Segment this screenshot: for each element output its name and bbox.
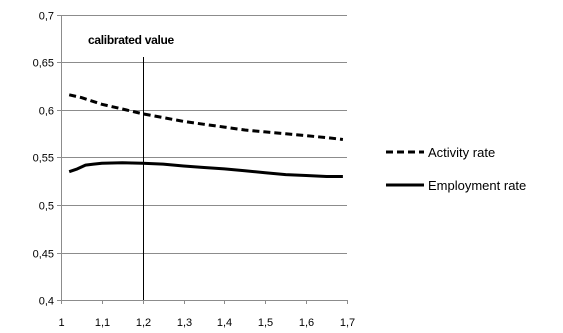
gridlines <box>57 15 348 304</box>
y-tick-label: 0,55 <box>33 153 54 165</box>
y-tick-label: 0,6 <box>39 106 54 118</box>
series-line-activity-rate <box>68 93 344 141</box>
legend-label-employment-rate: Employment rate <box>428 178 526 193</box>
y-tick-label: 0,5 <box>39 201 54 213</box>
x-tick-label: 1,3 <box>177 317 192 329</box>
series-lines <box>68 93 344 178</box>
x-tick-label: 1,2 <box>136 317 151 329</box>
y-tick-label: 0,7 <box>39 11 54 23</box>
y-tick-label: 0,65 <box>33 58 54 70</box>
legend-label-activity-rate: Activity rate <box>428 145 495 160</box>
legend: Activity rate Employment rate <box>386 145 526 193</box>
series-line-employment-rate <box>68 161 343 178</box>
x-tick-label: 1,6 <box>299 317 314 329</box>
x-tick-label: 1 <box>58 317 64 329</box>
x-axis-tick-labels: 1 1,1 1,2 1,3 1,4 1,5 1,6 1,7 <box>58 317 355 329</box>
calibrated-value-label: calibrated value <box>88 33 175 47</box>
x-tick-label: 1,1 <box>95 317 110 329</box>
x-tick-label: 1,5 <box>258 317 273 329</box>
y-axis-tick-labels: 0,4 0,45 0,5 0,55 0,6 0,65 0,7 <box>33 11 54 308</box>
y-tick-label: 0,4 <box>39 296 54 308</box>
y-tick-label: 0,45 <box>33 249 54 261</box>
x-tick-label: 1,4 <box>217 317 232 329</box>
x-tick-label: 1,7 <box>340 317 355 329</box>
